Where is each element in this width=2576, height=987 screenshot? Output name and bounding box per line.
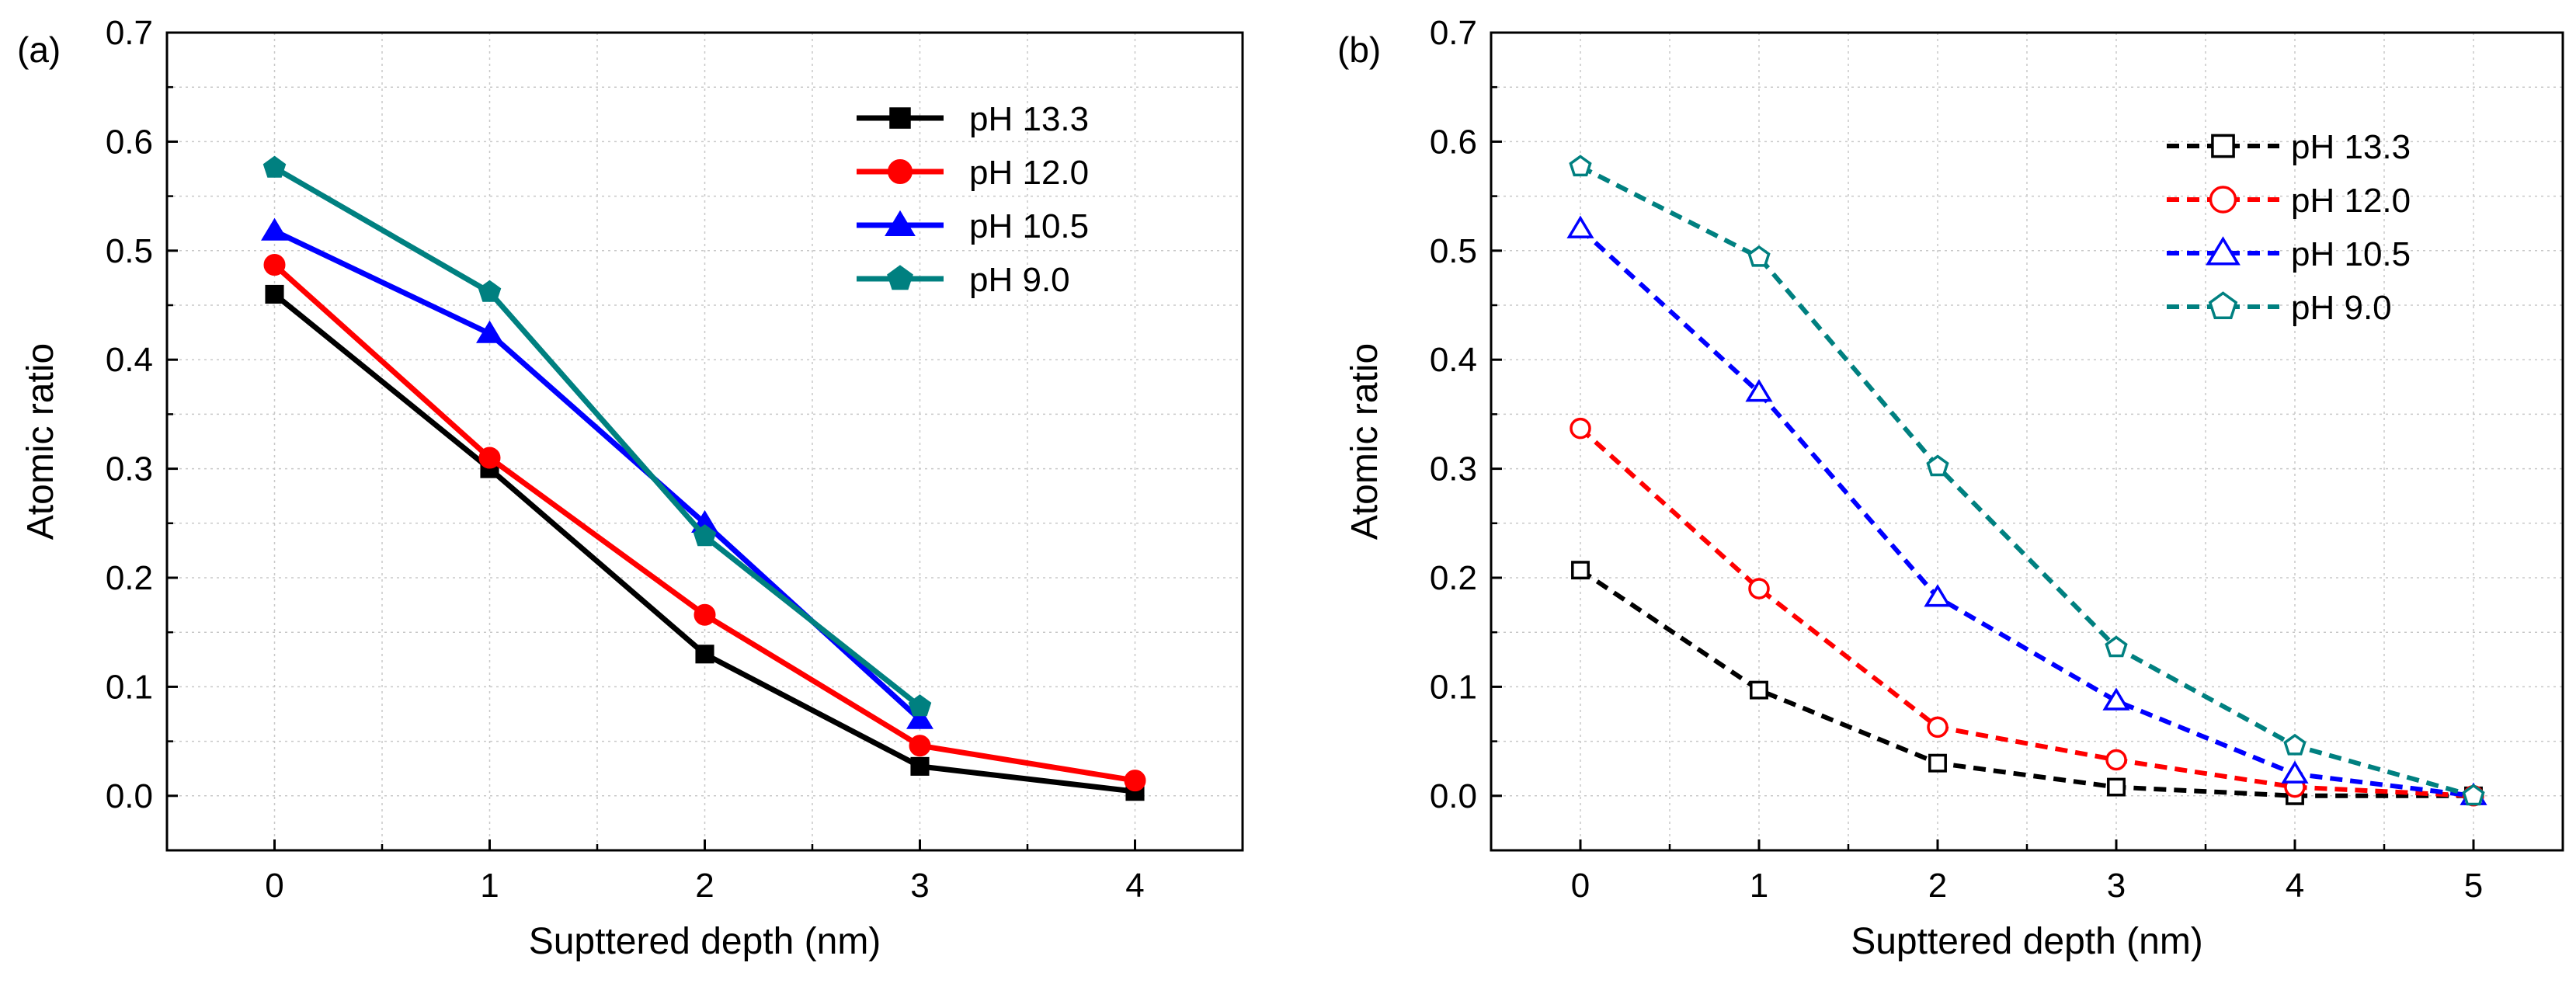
series-ph-9-0 bbox=[1569, 155, 2485, 806]
data-point bbox=[906, 706, 933, 729]
y-tick-label: 0.5 bbox=[106, 232, 153, 270]
data-point bbox=[1928, 753, 1947, 773]
y-axis-title: Atomic ratio bbox=[20, 343, 61, 540]
data-point bbox=[262, 155, 287, 178]
x-tick-label: 5 bbox=[2464, 867, 2483, 905]
y-tick-label: 0.3 bbox=[1430, 450, 1477, 488]
x-tick-label: 4 bbox=[2286, 867, 2304, 905]
legend-label: pH 12.0 bbox=[2291, 182, 2411, 220]
panel-label: (b) bbox=[1337, 30, 1381, 70]
legend-marker bbox=[887, 265, 913, 290]
x-tick-label: 0 bbox=[265, 867, 283, 905]
x-tick-label: 2 bbox=[695, 867, 714, 905]
y-tick-label: 0.6 bbox=[1430, 123, 1477, 161]
panel-b: 0.0 0.1 0.2 0.3 0.4 0.5 0.6 0.7 0 1 2 3 4 5 Supttered … bbox=[1337, 14, 2564, 962]
panel-a: 0.0 0.1 0.2 0.3 0.4 0.5 0.6 0.7 0 1 2 3 4 Supttered d… bbox=[17, 14, 1244, 962]
data-point bbox=[1750, 680, 1768, 700]
data-point bbox=[908, 694, 932, 717]
data-point bbox=[2283, 733, 2307, 756]
legend-marker bbox=[2209, 186, 2237, 214]
series-ph-13-3 bbox=[265, 284, 1145, 801]
data-point bbox=[694, 603, 716, 626]
series-ph-12-0 bbox=[263, 254, 1146, 792]
data-point bbox=[1926, 454, 1949, 477]
data-point bbox=[1569, 155, 1592, 177]
y-tick-label: 0.7 bbox=[1430, 14, 1477, 52]
data-point bbox=[261, 217, 288, 241]
y-tick-label: 0.2 bbox=[106, 559, 153, 597]
x-tick-label: 3 bbox=[2107, 867, 2126, 905]
series-line bbox=[1579, 568, 2473, 798]
legend-label: pH 9.0 bbox=[969, 261, 1070, 299]
legend-label: pH 10.5 bbox=[2291, 235, 2411, 273]
legend-marker bbox=[885, 210, 916, 236]
y-tick-label: 0.6 bbox=[106, 123, 153, 161]
legend: pH 13.3 pH 12.0 pH 10.5 pH 9.0 bbox=[2167, 128, 2411, 327]
data-point bbox=[909, 735, 931, 757]
y-tick-label: 0.1 bbox=[1430, 668, 1477, 706]
data-point bbox=[1566, 215, 1594, 238]
series-line bbox=[273, 165, 922, 709]
y-tick-label: 0.7 bbox=[106, 14, 153, 52]
series-line bbox=[1578, 227, 2474, 798]
y-tick-label: 0.2 bbox=[1430, 559, 1477, 597]
x-tick-label: 1 bbox=[480, 867, 499, 905]
x-tick-label: 4 bbox=[1125, 867, 1144, 905]
y-tick-label: 0.4 bbox=[106, 341, 153, 379]
panel-label: (a) bbox=[17, 30, 61, 70]
y-tick-label: 0.0 bbox=[106, 777, 153, 815]
data-point bbox=[2105, 749, 2127, 771]
y-tick-label: 0.0 bbox=[1430, 777, 1477, 815]
y-tick-label: 0.4 bbox=[1430, 341, 1477, 379]
legend-label: pH 13.3 bbox=[969, 100, 1089, 138]
y-axis-title: Atomic ratio bbox=[1344, 343, 1385, 540]
data-point bbox=[478, 280, 502, 302]
data-point bbox=[1927, 716, 1949, 739]
x-tick-label: 0 bbox=[1571, 867, 1590, 905]
data-point bbox=[2102, 687, 2130, 711]
legend-label: pH 10.5 bbox=[969, 207, 1089, 245]
series-line bbox=[1579, 165, 2474, 798]
data-point bbox=[2462, 784, 2485, 806]
data-point bbox=[1571, 561, 1590, 580]
data-point bbox=[476, 320, 503, 343]
data-point bbox=[1124, 770, 1146, 792]
legend-marker bbox=[2208, 291, 2238, 319]
data-point bbox=[2107, 777, 2126, 797]
legend-marker bbox=[2211, 134, 2235, 158]
y-tick-label: 0.5 bbox=[1430, 232, 1477, 270]
legend-marker bbox=[888, 159, 913, 184]
y-tick-label: 0.3 bbox=[106, 450, 153, 488]
series-line bbox=[1578, 426, 2474, 798]
legend-label: pH 12.0 bbox=[969, 154, 1089, 192]
x-axis-title: Supttered depth (nm) bbox=[1851, 921, 2203, 962]
data-point bbox=[263, 254, 286, 276]
x-axis-title: Supttered depth (nm) bbox=[529, 921, 881, 962]
legend: pH 13.3 pH 12.0 pH 10.5 pH 9.0 bbox=[857, 100, 1089, 299]
data-point bbox=[1747, 245, 1771, 267]
legend-marker bbox=[2206, 236, 2241, 266]
data-point bbox=[478, 447, 501, 469]
series-ph-9-0 bbox=[262, 155, 932, 717]
legend-label: pH 9.0 bbox=[2291, 289, 2392, 327]
data-point bbox=[1924, 584, 1952, 607]
data-point bbox=[1748, 578, 1770, 599]
data-point bbox=[1570, 417, 1591, 440]
data-point bbox=[695, 645, 714, 664]
data-point bbox=[265, 284, 284, 304]
x-tick-label: 3 bbox=[910, 867, 929, 905]
data-point bbox=[1745, 379, 1773, 402]
legend-label: pH 13.3 bbox=[2291, 128, 2411, 166]
data-point bbox=[2281, 760, 2309, 784]
data-point bbox=[693, 524, 717, 547]
legend-marker bbox=[889, 107, 911, 129]
x-tick-label: 1 bbox=[1750, 867, 1768, 905]
y-tick-label: 0.1 bbox=[106, 668, 153, 706]
data-point bbox=[2105, 635, 2128, 658]
data-point bbox=[910, 756, 930, 776]
x-tick-label: 2 bbox=[1928, 867, 1947, 905]
